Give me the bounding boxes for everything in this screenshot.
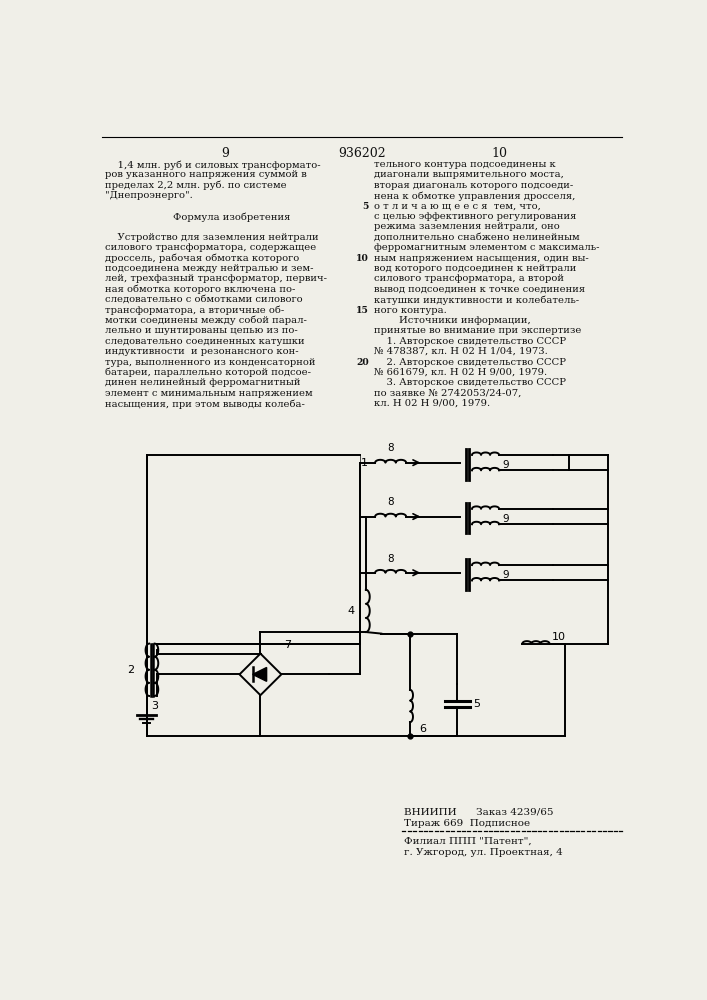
Text: вторая диагональ которого подсоеди-: вторая диагональ которого подсоеди- — [373, 181, 573, 190]
Text: 8: 8 — [387, 497, 394, 507]
Text: 8: 8 — [387, 443, 394, 453]
Text: катушки индуктивности и колебатель-: катушки индуктивности и колебатель- — [373, 295, 579, 305]
Text: 2: 2 — [127, 665, 134, 675]
Text: ного контура.: ного контура. — [373, 306, 446, 315]
Text: ров указанного напряжения суммой в: ров указанного напряжения суммой в — [105, 170, 307, 179]
Text: о т л и ч а ю щ е е с я  тем, что,: о т л и ч а ю щ е е с я тем, что, — [373, 202, 540, 211]
Polygon shape — [252, 667, 267, 681]
Text: Источники информации,: Источники информации, — [373, 316, 530, 325]
Text: 1,4 млн. руб и силовых трансформато-: 1,4 млн. руб и силовых трансформато- — [105, 160, 321, 170]
Text: насыщения, при этом выводы колеба-: насыщения, при этом выводы колеба- — [105, 399, 305, 409]
Text: ная обмотка которого включена по-: ная обмотка которого включена по- — [105, 285, 296, 294]
Text: по заявке № 2742053/24-07,: по заявке № 2742053/24-07, — [373, 389, 521, 398]
Text: 10: 10 — [491, 147, 507, 160]
Text: 9: 9 — [221, 147, 230, 160]
Text: 3. Авторское свидетельство СССР: 3. Авторское свидетельство СССР — [373, 378, 566, 387]
Text: 3: 3 — [151, 701, 158, 711]
Text: дополнительно снабжено нелинейным: дополнительно снабжено нелинейным — [373, 233, 579, 242]
Text: тельного контура подсоединены к: тельного контура подсоединены к — [373, 160, 555, 169]
Text: 936202: 936202 — [338, 147, 386, 160]
Text: лельно и шунтированы цепью из по-: лельно и шунтированы цепью из по- — [105, 326, 298, 335]
Text: нена к обмотке управления дросселя,: нена к обмотке управления дросселя, — [373, 191, 575, 201]
Text: 15: 15 — [356, 306, 369, 315]
Text: с целью эффективного регулирования: с целью эффективного регулирования — [373, 212, 576, 221]
Text: 9: 9 — [502, 570, 509, 580]
Text: диагонали выпрямительного моста,: диагонали выпрямительного моста, — [373, 170, 563, 179]
Text: 9: 9 — [502, 514, 509, 524]
Text: Устройство для заземления нейтрали: Устройство для заземления нейтрали — [105, 233, 319, 242]
Text: подсоединена между нейтралью и зем-: подсоединена между нейтралью и зем- — [105, 264, 314, 273]
Text: батареи, параллельно которой подсое-: батареи, параллельно которой подсое- — [105, 368, 311, 377]
Text: режима заземления нейтрали, оно: режима заземления нейтрали, оно — [373, 222, 559, 231]
Text: индуктивности  и резонансного кон-: индуктивности и резонансного кон- — [105, 347, 299, 356]
Text: ферромагнитным элементом с максималь-: ферромагнитным элементом с максималь- — [373, 243, 599, 252]
Text: кл. Н 02 Н 9/00, 1979.: кл. Н 02 Н 9/00, 1979. — [373, 399, 490, 408]
Text: 9: 9 — [502, 460, 509, 470]
Text: следовательно соединенных катушки: следовательно соединенных катушки — [105, 337, 305, 346]
Text: 6: 6 — [419, 724, 426, 734]
Text: силового трансформатора, а второй: силового трансформатора, а второй — [373, 274, 563, 283]
Text: ным напряжением насыщения, один вы-: ным напряжением насыщения, один вы- — [373, 254, 588, 263]
Text: вывод подсоединен к точке соединения: вывод подсоединен к точке соединения — [373, 285, 585, 294]
Text: 10: 10 — [552, 632, 566, 642]
Text: 2. Авторское свидетельство СССР: 2. Авторское свидетельство СССР — [373, 358, 566, 367]
Text: динен нелинейный ферромагнитный: динен нелинейный ферромагнитный — [105, 378, 301, 387]
Text: Филиал ППП "Патент",: Филиал ППП "Патент", — [404, 837, 532, 846]
Text: 5: 5 — [473, 699, 480, 709]
Text: следовательно с обмотками силового: следовательно с обмотками силового — [105, 295, 303, 304]
Text: тура, выполненного из конденсаторной: тура, выполненного из конденсаторной — [105, 358, 316, 367]
Text: трансформатора, а вторичные об-: трансформатора, а вторичные об- — [105, 306, 285, 315]
Text: силового трансформатора, содержащее: силового трансформатора, содержащее — [105, 243, 317, 252]
Text: № 478387, кл. Н 02 Н 1/04, 1973.: № 478387, кл. Н 02 Н 1/04, 1973. — [373, 347, 547, 356]
Text: 1. Авторское свидетельство СССР: 1. Авторское свидетельство СССР — [373, 337, 566, 346]
Text: 20: 20 — [356, 358, 369, 367]
Text: г. Ужгород, ул. Проектная, 4: г. Ужгород, ул. Проектная, 4 — [404, 848, 563, 857]
Text: лей, трехфазный трансформатор, первич-: лей, трехфазный трансформатор, первич- — [105, 274, 327, 283]
Text: принятые во внимание при экспертизе: принятые во внимание при экспертизе — [373, 326, 581, 335]
Text: ВНИИПИ      Заказ 4239/65: ВНИИПИ Заказ 4239/65 — [404, 808, 554, 817]
Text: 5: 5 — [363, 202, 369, 211]
Text: 1: 1 — [361, 458, 368, 468]
Text: Формула изобретения: Формула изобретения — [173, 212, 291, 222]
Text: 8: 8 — [387, 554, 394, 564]
Text: дроссель, рабочая обмотка которого: дроссель, рабочая обмотка которого — [105, 254, 300, 263]
Text: пределах 2,2 млн. руб. по системе: пределах 2,2 млн. руб. по системе — [105, 181, 287, 190]
Text: элемент с минимальным напряжением: элемент с минимальным напряжением — [105, 389, 313, 398]
Text: Тираж 669  Подписное: Тираж 669 Подписное — [404, 819, 530, 828]
Text: 4: 4 — [347, 606, 354, 616]
Text: 7: 7 — [284, 640, 291, 650]
Text: 10: 10 — [356, 254, 369, 263]
Text: мотки соединены между собой парал-: мотки соединены между собой парал- — [105, 316, 308, 325]
Text: № 661679, кл. Н 02 Н 9/00, 1979.: № 661679, кл. Н 02 Н 9/00, 1979. — [373, 368, 547, 377]
Text: вод которого подсоединен к нейтрали: вод которого подсоединен к нейтрали — [373, 264, 576, 273]
Text: "Днепроэнерго".: "Днепроэнерго". — [105, 191, 193, 200]
